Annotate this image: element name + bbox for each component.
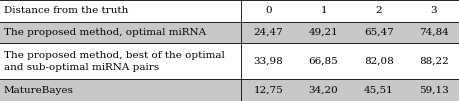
Text: 82,08: 82,08	[364, 57, 393, 66]
Bar	[0, 43, 459, 79]
Text: 1: 1	[320, 6, 327, 15]
Text: MatureBayes: MatureBayes	[4, 86, 73, 95]
Bar	[0, 79, 459, 101]
Text: Distance from the truth: Distance from the truth	[4, 6, 128, 15]
Text: 88,22: 88,22	[419, 57, 448, 66]
Text: 24,47: 24,47	[254, 28, 283, 37]
Text: 66,85: 66,85	[309, 57, 338, 66]
Text: 2: 2	[375, 6, 382, 15]
Text: 0: 0	[265, 6, 272, 15]
Text: 65,47: 65,47	[364, 28, 393, 37]
Text: and sub-optimal miRNA pairs: and sub-optimal miRNA pairs	[4, 63, 159, 72]
Text: 59,13: 59,13	[419, 86, 448, 95]
Text: 49,21: 49,21	[309, 28, 338, 37]
Text: 12,75: 12,75	[254, 86, 283, 95]
Text: 45,51: 45,51	[364, 86, 393, 95]
Text: The proposed method, best of the optimal: The proposed method, best of the optimal	[4, 51, 224, 60]
Text: 34,20: 34,20	[309, 86, 338, 95]
Text: 74,84: 74,84	[419, 28, 448, 37]
Bar	[0, 0, 459, 22]
Text: 3: 3	[431, 6, 437, 15]
Bar	[0, 22, 459, 43]
Text: The proposed method, optimal miRNA: The proposed method, optimal miRNA	[4, 28, 206, 37]
Text: 33,98: 33,98	[254, 57, 283, 66]
